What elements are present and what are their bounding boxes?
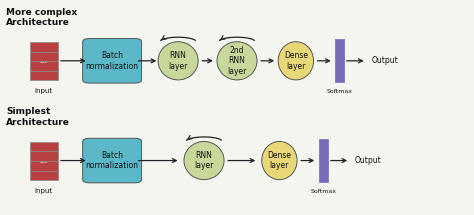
FancyBboxPatch shape	[335, 39, 345, 83]
Ellipse shape	[184, 141, 224, 180]
Ellipse shape	[217, 42, 257, 80]
Text: Dense
layer: Dense layer	[267, 151, 292, 170]
FancyBboxPatch shape	[30, 52, 58, 61]
Text: Input: Input	[35, 188, 53, 194]
Text: More complex
Architecture: More complex Architecture	[6, 8, 77, 27]
FancyBboxPatch shape	[30, 61, 58, 71]
Ellipse shape	[158, 42, 198, 80]
FancyBboxPatch shape	[30, 71, 58, 80]
FancyBboxPatch shape	[30, 161, 58, 170]
Text: Dense
layer: Dense layer	[284, 51, 308, 71]
Text: Batch
normalization: Batch normalization	[86, 151, 138, 170]
Text: Batch
normalization: Batch normalization	[86, 51, 138, 71]
Text: Output: Output	[371, 56, 398, 65]
Text: RNN
layer: RNN layer	[168, 51, 188, 71]
FancyBboxPatch shape	[30, 142, 58, 151]
FancyBboxPatch shape	[82, 138, 142, 183]
Ellipse shape	[262, 141, 297, 180]
Ellipse shape	[278, 42, 314, 80]
Text: RNN
layer: RNN layer	[194, 151, 214, 170]
Text: Output: Output	[355, 156, 382, 165]
Text: ...: ...	[40, 158, 48, 164]
FancyBboxPatch shape	[82, 38, 142, 83]
FancyBboxPatch shape	[30, 170, 58, 180]
Text: ...: ...	[40, 58, 48, 64]
Text: Input: Input	[35, 88, 53, 94]
Text: Softmax: Softmax	[327, 89, 353, 94]
Text: Simplest
Architecture: Simplest Architecture	[6, 108, 70, 127]
Text: 2nd
RNN
layer: 2nd RNN layer	[228, 46, 246, 76]
FancyBboxPatch shape	[30, 151, 58, 161]
FancyBboxPatch shape	[30, 42, 58, 52]
Text: Softmax: Softmax	[310, 189, 336, 194]
FancyBboxPatch shape	[319, 139, 328, 182]
